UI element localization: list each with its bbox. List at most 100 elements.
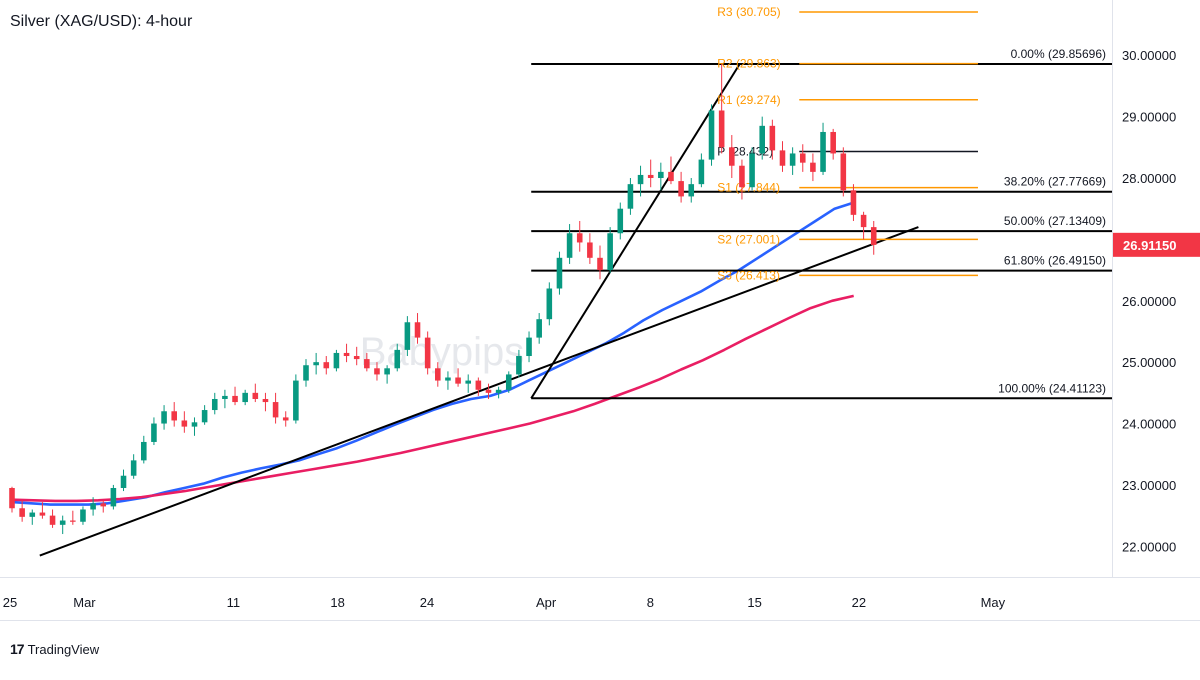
candle-body-9 [100, 503, 107, 507]
candle-body-62 [637, 174, 644, 185]
candle-body-36 [374, 368, 380, 375]
candle-body-82 [840, 153, 847, 191]
x-tick-label-9: May [981, 595, 1006, 610]
candle-body-49 [505, 374, 512, 390]
pivot-label-2: R1 (29.274) [717, 93, 780, 107]
candle-body-60 [617, 208, 624, 234]
candle-body-4 [49, 515, 56, 525]
candle-body-15 [161, 411, 167, 424]
candle-body-39 [404, 322, 411, 350]
chart-title: Silver (XAG/USD): 4-hour [10, 13, 193, 30]
brand-label: TradingView [27, 641, 100, 657]
candle-body-71 [729, 147, 735, 166]
candle-body-79 [810, 162, 816, 172]
candle-body-46 [475, 380, 482, 390]
candle-body-48 [495, 389, 502, 393]
pivot-label-5: S2 (27.001) [717, 232, 780, 246]
candle-body-13 [141, 441, 147, 461]
trendline-0 [39, 226, 919, 557]
candle-body-56 [576, 233, 583, 243]
candle-body-3 [39, 512, 46, 516]
candle-body-7 [80, 509, 86, 522]
current-price-label: 26.91150 [1123, 238, 1177, 253]
fib-label-2: 50.00% (27.13409) [1004, 214, 1106, 228]
tradingview-logo-icon: 17 [10, 641, 25, 657]
candle-body-26 [272, 402, 279, 418]
pivot-levels: R3 (30.705)R2 (29.863)R1 (29.274)P (28.4… [717, 5, 978, 282]
moving-averages [11, 201, 855, 506]
x-tick-label-8: 22 [852, 595, 866, 610]
candle-body-20 [211, 398, 218, 411]
x-tick-label-7: 15 [747, 595, 761, 610]
candle-body-32 [333, 352, 340, 369]
x-axis: 25 Mar 11 18 24 Apr 8 15 22 May [3, 595, 1006, 610]
candle-body-73 [749, 153, 755, 188]
candle-body-78 [799, 153, 806, 163]
fib-label-0: 0.00% (29.85696) [1011, 47, 1106, 61]
candle-body-5 [59, 520, 66, 525]
fib-label-4: 100.00% (24.41123) [998, 381, 1106, 395]
candle-body-65 [668, 171, 674, 182]
candle-body-12 [130, 460, 137, 476]
candle-body-59 [607, 233, 613, 271]
candle-body-64 [658, 171, 664, 179]
x-tick-label-5: Apr [536, 595, 557, 610]
pivot-label-4: S1 (27.844) [717, 181, 780, 195]
candle-body-8 [90, 503, 96, 510]
tradingview-brand[interactable]: 17 TradingView [10, 641, 99, 657]
candle-body-14 [151, 423, 157, 442]
candle-body-28 [293, 380, 299, 421]
candle-body-61 [627, 184, 634, 209]
y-axis: 30.0000029.0000028.0000027.0000026.00000… [1122, 48, 1176, 554]
candle-body-76 [779, 150, 786, 166]
candle-body-68 [698, 159, 705, 185]
candle-body-1 [19, 508, 25, 517]
candle-body-55 [566, 233, 573, 258]
x-tick-label-4: 24 [420, 595, 434, 610]
candle-body-10 [110, 487, 117, 507]
candle-body-53 [546, 288, 553, 320]
candle-body-66 [678, 181, 684, 197]
candle-body-6 [70, 520, 76, 522]
candle-body-38 [394, 349, 401, 369]
y-tick-label-7: 23.00000 [1122, 478, 1176, 493]
candle-body-58 [597, 257, 603, 271]
candle-body-80 [820, 131, 826, 172]
candle-body-23 [242, 392, 248, 403]
candle-body-31 [323, 362, 330, 369]
candle-body-45 [465, 380, 471, 384]
fib-label-3: 61.80% (26.49150) [1004, 254, 1106, 268]
candle-body-16 [171, 411, 177, 421]
candle-body-42 [435, 368, 441, 381]
y-tick-label-0: 30.00000 [1122, 48, 1176, 63]
candle-body-69 [708, 110, 715, 160]
x-tick-label-1: Mar [73, 595, 96, 610]
candle-body-37 [384, 368, 390, 375]
candle-body-70 [718, 110, 725, 148]
candle-body-81 [830, 131, 836, 154]
candle-body-19 [201, 410, 208, 423]
candle-body-0 [9, 487, 15, 509]
candle-body-30 [313, 362, 319, 366]
candle-body-27 [282, 417, 289, 421]
pivot-label-1: R2 (29.863) [717, 57, 780, 71]
candle-body-41 [424, 337, 431, 369]
candle-body-63 [647, 174, 654, 179]
x-tick-label-6: 8 [647, 595, 654, 610]
candle-body-85 [870, 227, 877, 245]
candle-body-72 [739, 165, 745, 188]
candle-body-77 [789, 153, 796, 166]
candle-body-34 [353, 356, 360, 360]
candle-body-74 [759, 125, 765, 154]
candle-body-54 [556, 257, 563, 289]
current-price-marker: 26.91150 [1113, 232, 1200, 257]
x-tick-label-2: 11 [227, 595, 241, 610]
candle-body-24 [252, 392, 259, 399]
watermark-text: Babypips [360, 330, 525, 374]
watermark-layer: Babypips [360, 330, 525, 374]
x-tick-label-0: 25 [3, 595, 17, 610]
moving-average-1 [11, 294, 854, 503]
candle-body-52 [536, 319, 542, 338]
current-price-badge [1113, 232, 1200, 257]
